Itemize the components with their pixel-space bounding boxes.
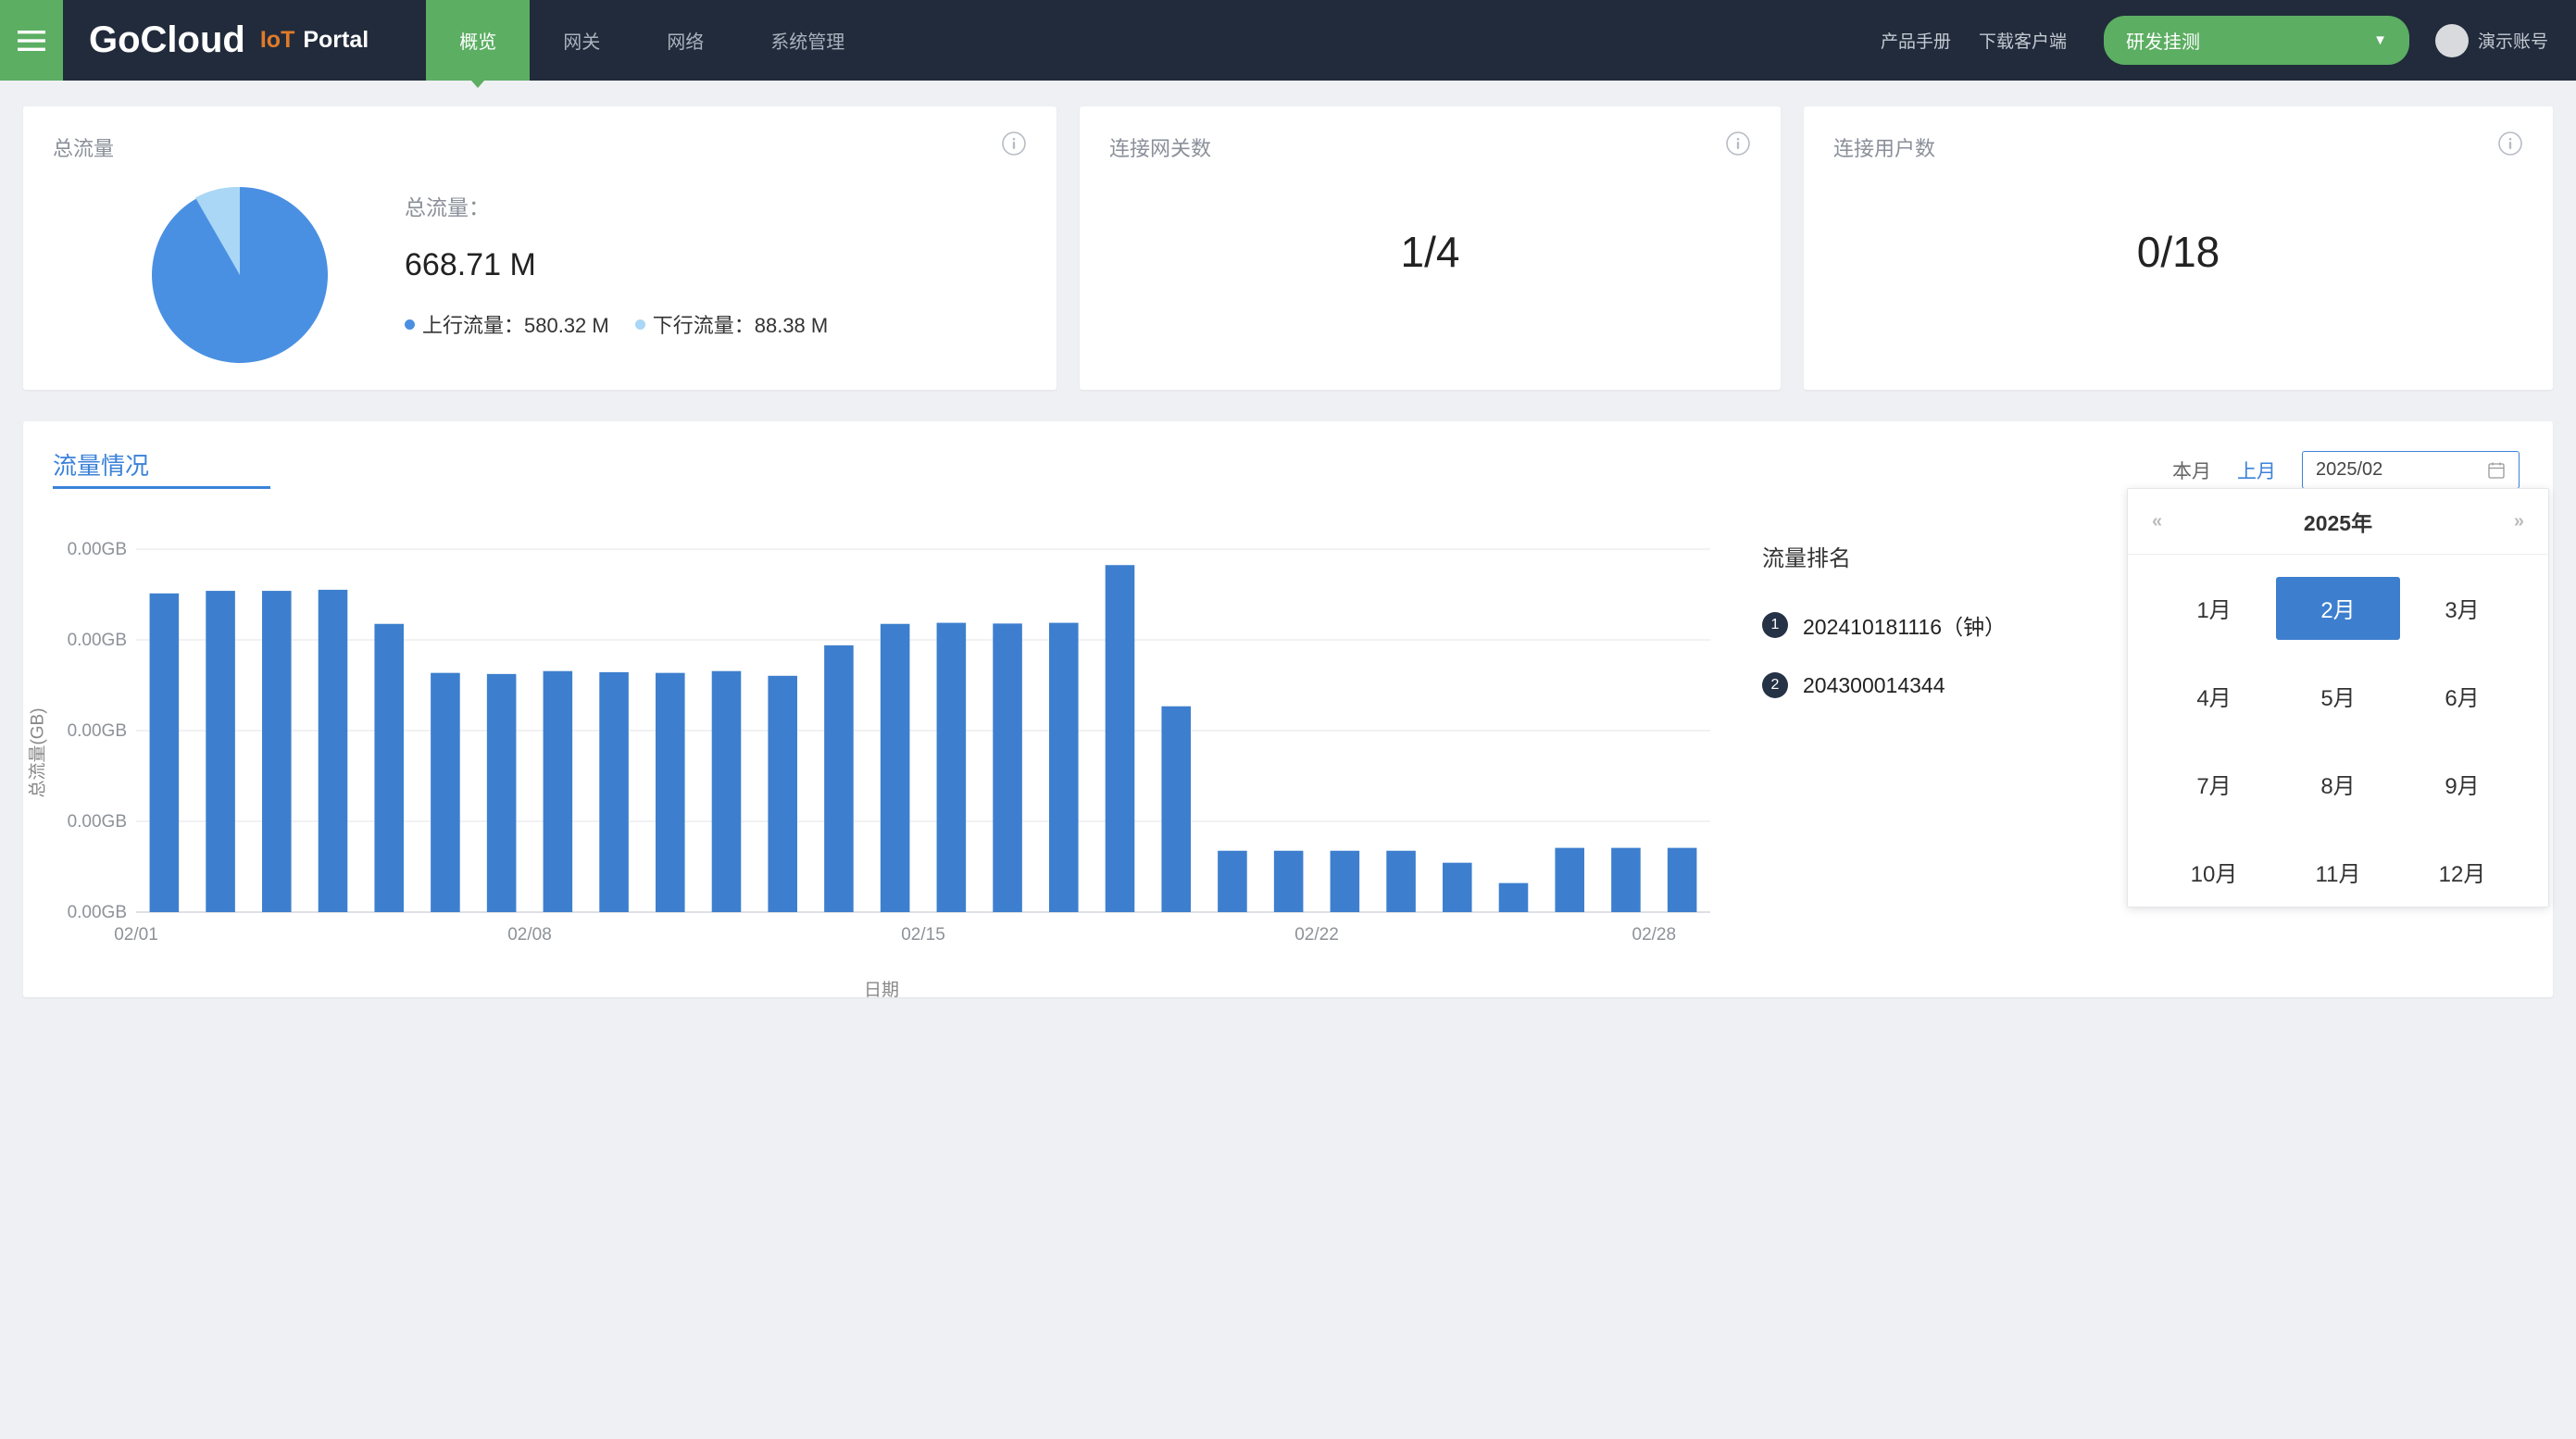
svg-text:0.00GB: 0.00GB	[68, 631, 127, 650]
svg-text:02/08: 02/08	[507, 925, 552, 945]
svg-text:0.00GB: 0.00GB	[68, 540, 127, 559]
svg-text:02/22: 02/22	[1294, 925, 1339, 945]
svg-text:0.00GB: 0.00GB	[68, 721, 127, 741]
svg-text:02/15: 02/15	[901, 925, 945, 945]
svg-text:0.00GB: 0.00GB	[68, 903, 127, 922]
svg-text:02/01: 02/01	[114, 925, 158, 945]
svg-text:0.00GB: 0.00GB	[68, 812, 127, 832]
svg-text:02/28: 02/28	[1632, 925, 1677, 945]
